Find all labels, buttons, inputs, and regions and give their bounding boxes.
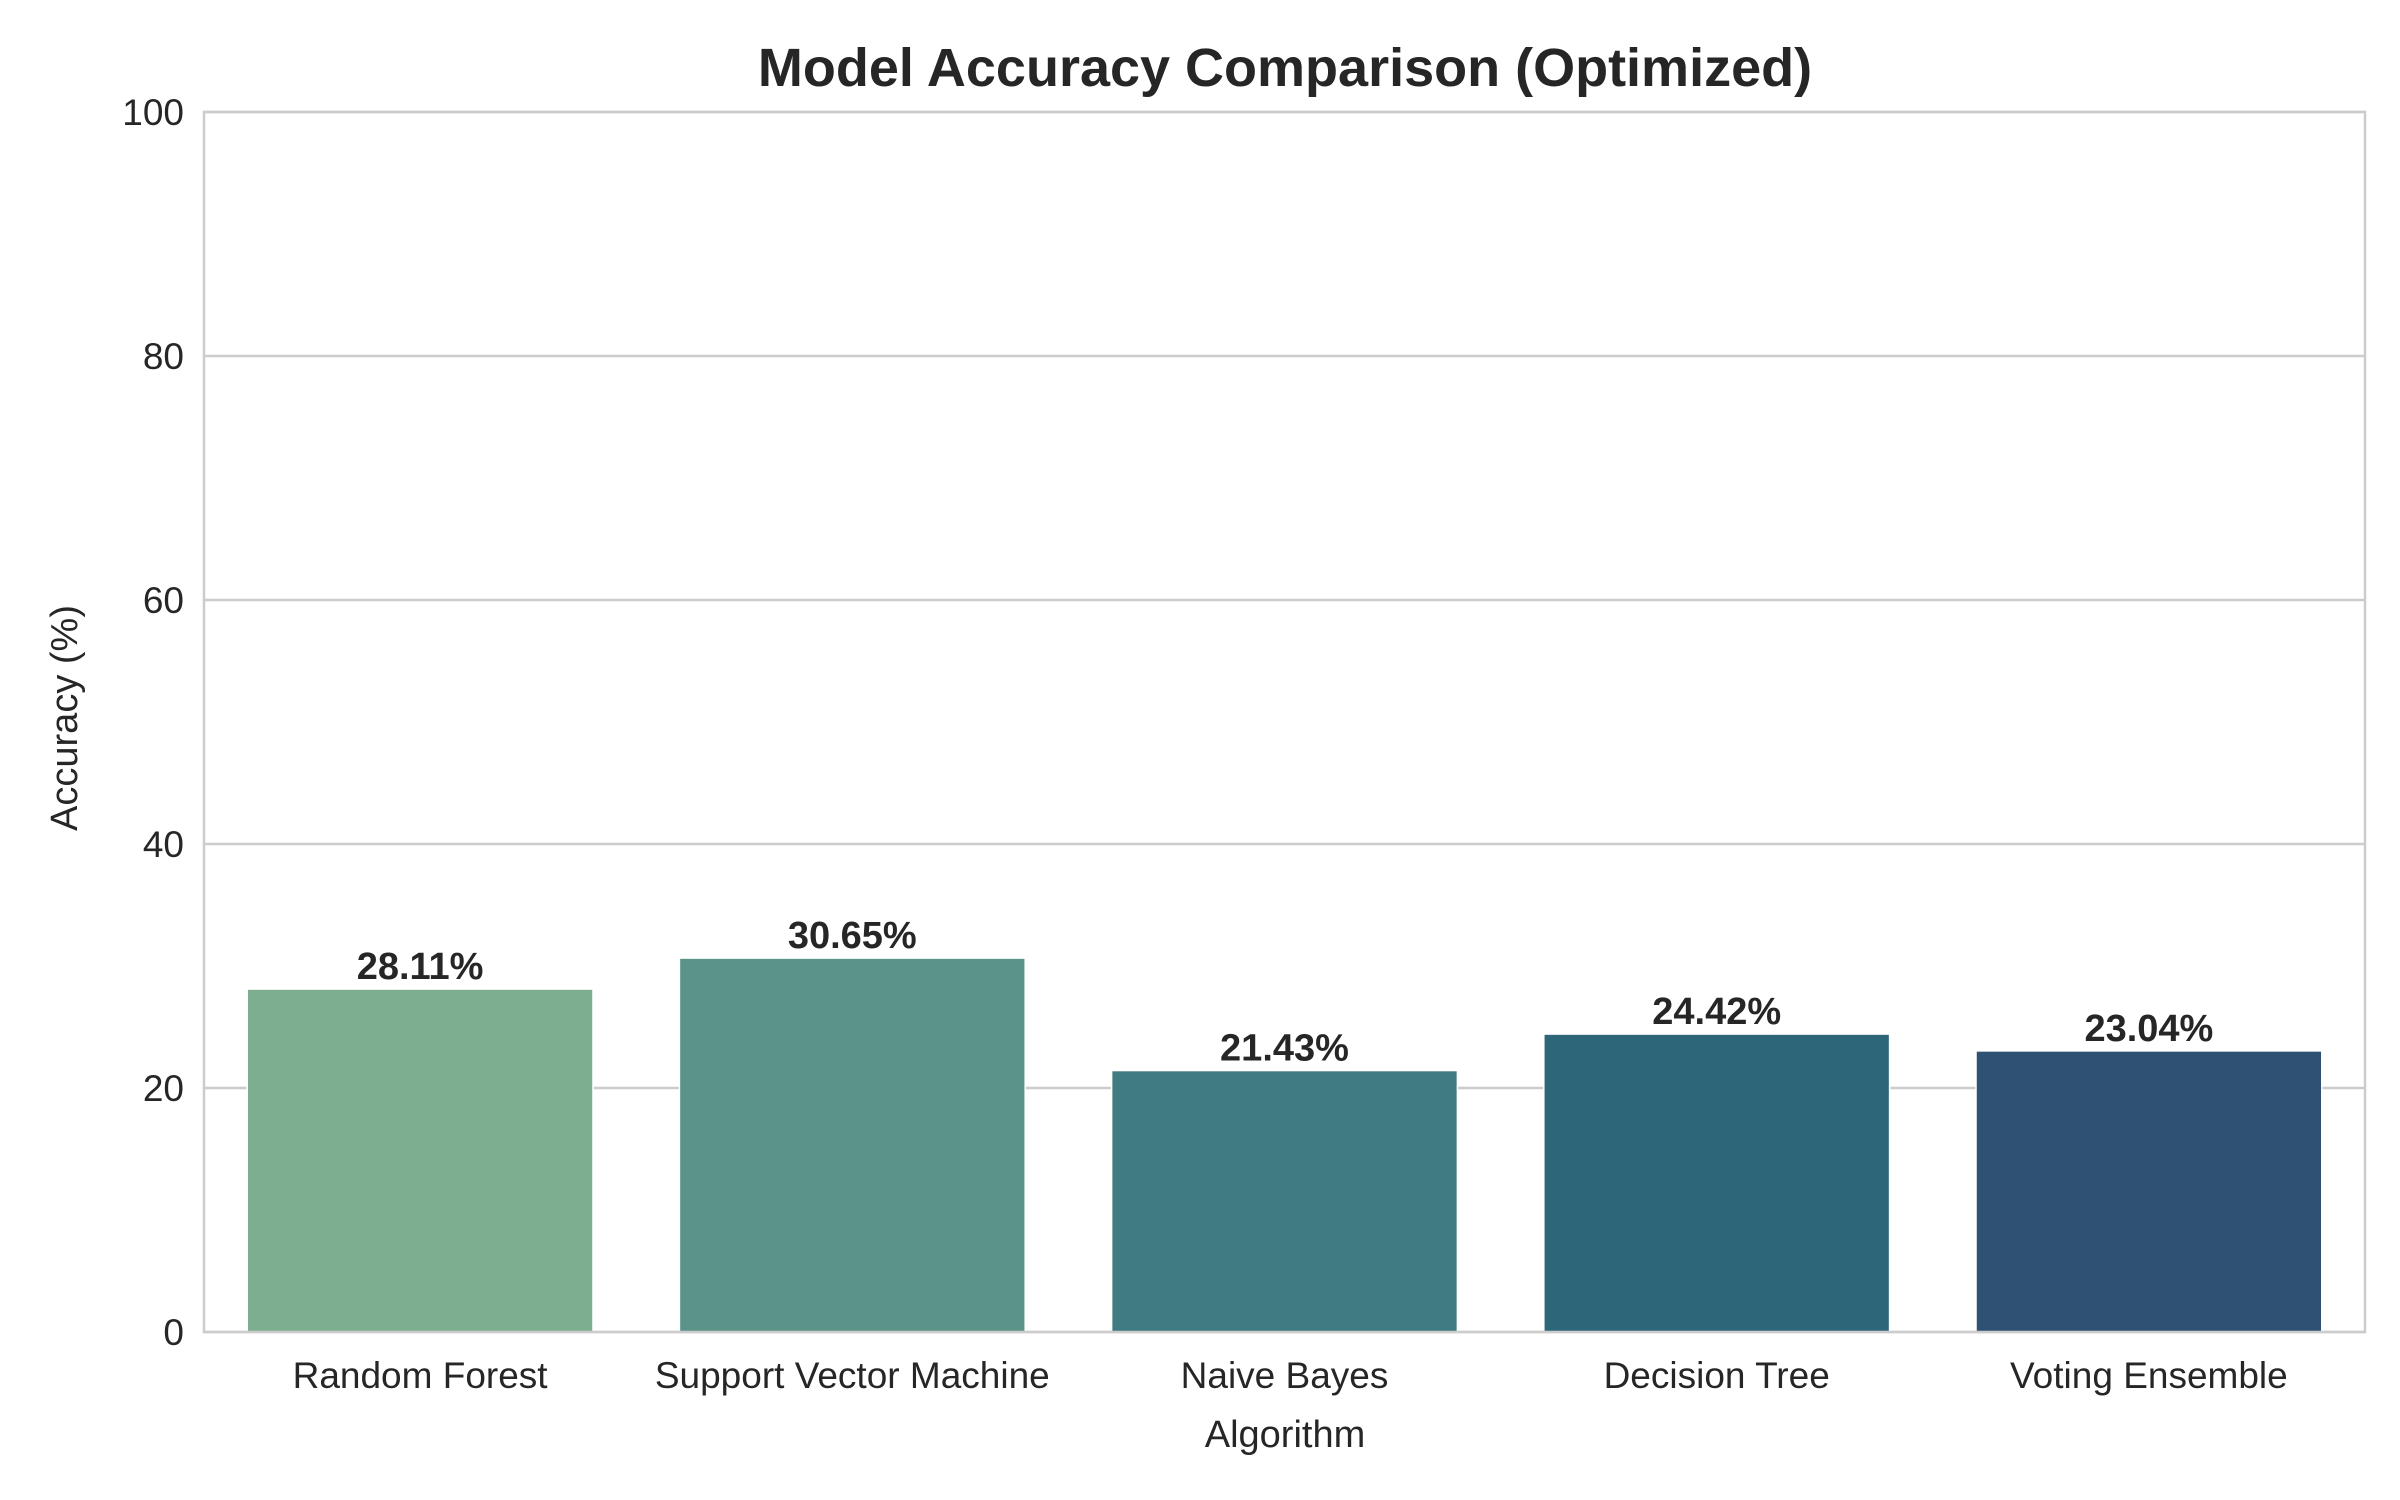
data-label: 24.42% — [1652, 991, 1781, 1033]
bar-support-vector-machine — [678, 957, 1026, 1333]
x-tick-label: Naive Bayes — [1181, 1355, 1389, 1396]
bar-voting-ensemble — [1975, 1050, 2323, 1333]
y-axis-label: Accuracy (%) — [44, 605, 86, 831]
x-tick-label: Random Forest — [293, 1355, 549, 1396]
data-labels: 28.11% 30.65% 21.43% 24.42% 23.04% — [357, 915, 2214, 1069]
x-axis-label: Algorithm — [1205, 1414, 1366, 1456]
y-tick-label: 0 — [163, 1312, 184, 1353]
bars — [246, 957, 2323, 1333]
y-axis-ticks: 0 20 40 60 80 100 — [122, 92, 184, 1353]
data-label: 21.43% — [1220, 1028, 1349, 1070]
y-tick-label: 100 — [122, 92, 184, 133]
y-tick-label: 20 — [143, 1068, 184, 1109]
plot-frame — [202, 110, 2367, 1334]
bar-naive-bayes — [1110, 1069, 1459, 1333]
data-label: 28.11% — [357, 946, 484, 988]
bar-random-forest — [246, 988, 594, 1333]
x-tick-label: Support Vector Machine — [655, 1355, 1050, 1396]
data-label: 30.65% — [788, 915, 917, 957]
x-tick-label: Decision Tree — [1604, 1355, 1830, 1396]
bar-decision-tree — [1543, 1033, 1891, 1333]
data-label: 23.04% — [2084, 1008, 2213, 1050]
x-tick-label: Voting Ensemble — [2010, 1355, 2288, 1396]
y-tick-label: 60 — [143, 580, 184, 621]
y-tick-label: 80 — [143, 336, 184, 377]
y-tick-label: 40 — [143, 824, 184, 865]
chart-title: Model Accuracy Comparison (Optimized) — [758, 38, 1812, 98]
x-axis-ticks: Random Forest Support Vector Machine Naive… — [293, 1355, 2288, 1396]
